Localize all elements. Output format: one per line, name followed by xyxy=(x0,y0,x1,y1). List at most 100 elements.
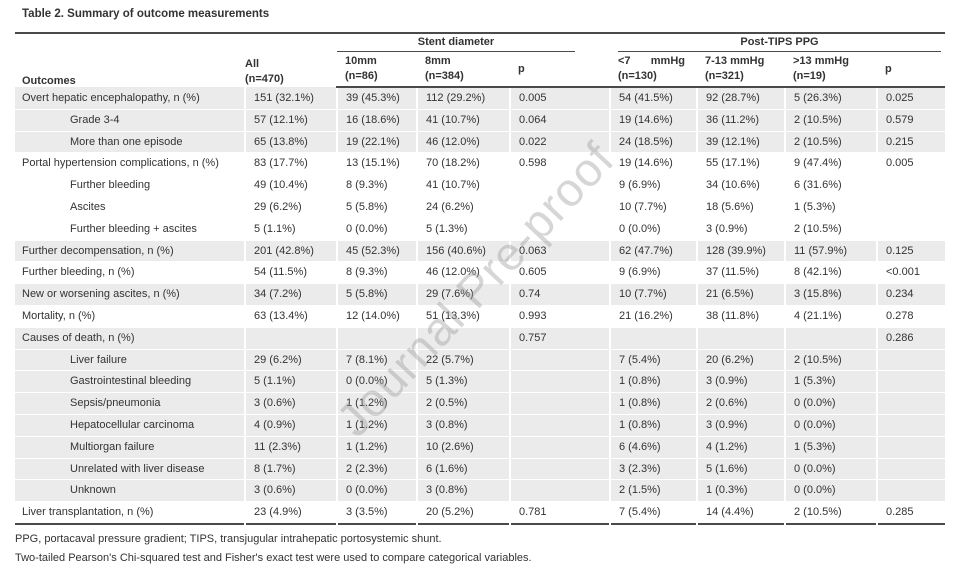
data-cell: 3 (0.6%) xyxy=(244,392,337,415)
data-cell: 0.993 xyxy=(509,305,610,328)
data-cell: 112 (29.2%) xyxy=(416,87,510,110)
data-cell xyxy=(416,327,510,350)
data-cell: 54 (41.5%) xyxy=(609,87,697,110)
table-row: More than one episode 65 (13.8%) 19 (22.1%… xyxy=(15,131,945,154)
data-cell: 51 (13.3%) xyxy=(416,305,510,328)
data-cell: 8 (9.3%) xyxy=(336,261,417,285)
data-cell: 5 (5.8%) xyxy=(336,283,417,306)
data-cell: 0 (0.0%) xyxy=(784,392,877,415)
data-cell: 11 (2.3%) xyxy=(244,436,337,459)
data-cell: 1 (0.3%) xyxy=(696,479,785,503)
row-label: Liver failure xyxy=(15,349,245,372)
data-cell: 5 (1.3%) xyxy=(416,218,510,241)
table-header: Outcomes All (n=470) Stent diameter Post… xyxy=(15,33,945,88)
data-cell: 5 (26.3%) xyxy=(784,87,877,110)
data-cell: 7 (5.4%) xyxy=(609,349,697,372)
data-cell: <0.001 xyxy=(876,261,945,285)
data-cell: 8 (1.7%) xyxy=(244,458,337,481)
data-cell: 22 (5.7%) xyxy=(416,349,510,372)
data-cell xyxy=(876,436,945,459)
data-cell: 0 (0.0%) xyxy=(784,458,877,481)
data-cell: 23 (4.9%) xyxy=(244,501,337,524)
data-cell: 0 (0.0%) xyxy=(336,479,417,503)
group-header-stent-diameter: Stent diameter xyxy=(337,33,610,52)
data-cell xyxy=(876,196,945,219)
row-label: Liver transplantation, n (%) xyxy=(22,506,154,519)
data-cell: 0.278 xyxy=(876,305,945,328)
data-cell xyxy=(509,392,610,415)
data-cell: 34 (10.6%) xyxy=(696,174,785,197)
data-cell: 156 (40.6%) xyxy=(416,240,510,263)
data-cell: 10 (2.6%) xyxy=(416,436,510,459)
data-cell xyxy=(876,458,945,481)
data-cell: 1 (1.2%) xyxy=(336,414,417,437)
row-label: Overt hepatic encephalopathy, n (%) xyxy=(15,87,245,110)
table-row: Liver transplantation, n (%) 23 (4.9%) 3 (… xyxy=(15,501,945,524)
data-cell: 0.215 xyxy=(876,131,945,154)
group-header-row: Outcomes All (n=470) Stent diameter Post… xyxy=(15,33,945,87)
data-cell xyxy=(509,174,610,197)
row-label: Further bleeding xyxy=(15,174,245,197)
data-cell: 0.605 xyxy=(509,261,610,285)
data-cell: 4 (21.1%) xyxy=(784,305,877,328)
data-cell: 3 (0.9%) xyxy=(696,218,785,241)
data-cell: 20 (5.2%) xyxy=(416,501,510,524)
data-cell: 4 (1.2%) xyxy=(696,436,785,459)
data-cell: 0.74 xyxy=(509,283,610,306)
data-cell xyxy=(509,458,610,481)
data-cell: 29 (6.2%) xyxy=(244,349,337,372)
data-cell xyxy=(876,349,945,372)
data-cell: 38 (11.8%) xyxy=(696,305,785,328)
data-cell xyxy=(876,479,945,503)
data-cell: 1 (5.3%) xyxy=(784,196,877,219)
data-cell: 2 (10.5%) xyxy=(784,501,877,524)
data-cell: 2 (0.6%) xyxy=(696,392,785,415)
data-cell: 0.005 xyxy=(876,152,945,176)
data-cell: 3 (3.5%) xyxy=(336,501,417,524)
data-cell: 21 (6.5%) xyxy=(696,283,785,306)
col-header-outcomes: Outcomes xyxy=(22,75,76,87)
data-cell: 0.285 xyxy=(876,501,945,524)
data-cell: 3 (0.8%) xyxy=(416,479,510,503)
row-label: New or worsening ascites, n (%) xyxy=(15,283,245,306)
sub-header-row: 10mm (n=86) 8mm (n=384) p <7 mmHg (n=130… xyxy=(15,52,945,88)
data-cell: 0.598 xyxy=(509,152,610,176)
col-header-10mm: 10mm (n=86) xyxy=(337,52,417,88)
col-header-all: All (n=470) xyxy=(245,33,337,87)
footnote-abbreviations: PPG, portacaval pressure gradient; TIPS,… xyxy=(15,532,442,545)
footnotes: PPG, portacaval pressure gradient; TIPS,… xyxy=(15,530,960,568)
data-cell: 2 (10.5%) xyxy=(784,131,877,154)
table-row: New or worsening ascites, n (%) 34 (7.2%)… xyxy=(15,283,945,306)
data-cell: 54 (11.5%) xyxy=(244,261,337,285)
col-header-ppg-gt13: >13 mmHg (n=19) xyxy=(785,52,877,88)
row-label: Sepsis/pneumonia xyxy=(15,392,245,415)
col-header-p-ppg: p xyxy=(877,52,945,88)
table-row: Further bleeding 49 (10.4%) 8 (9.3%) 41 (10… xyxy=(15,174,945,197)
data-cell: 8 (9.3%) xyxy=(336,174,417,197)
data-cell: 20 (6.2%) xyxy=(696,349,785,372)
data-cell: 14 (4.4%) xyxy=(696,501,785,524)
data-cell xyxy=(244,327,337,350)
data-cell: 11 (57.9%) xyxy=(784,240,877,263)
data-cell: 1 (1.2%) xyxy=(336,436,417,459)
data-cell: 5 (5.8%) xyxy=(336,196,417,219)
data-cell: 92 (28.7%) xyxy=(696,87,785,110)
data-cell: 1 (5.3%) xyxy=(784,370,877,394)
table-row: Sepsis/pneumonia 3 (0.6%) 1 (1.2%) 2 (0.5%)… xyxy=(15,392,945,415)
data-cell: 39 (12.1%) xyxy=(696,131,785,154)
data-cell xyxy=(876,414,945,437)
data-cell xyxy=(696,327,785,350)
data-cell: 49 (10.4%) xyxy=(244,174,337,197)
data-cell xyxy=(876,218,945,241)
row-label: Unrelated with liver disease xyxy=(15,458,245,481)
data-cell: 0.063 xyxy=(509,240,610,263)
data-cell: 21 (16.2%) xyxy=(609,305,697,328)
data-cell: 0 (0.0%) xyxy=(609,218,697,241)
data-cell: 6 (1.6%) xyxy=(416,458,510,481)
row-label: Further bleeding + ascites xyxy=(15,218,245,241)
data-cell: 2 (0.5%) xyxy=(416,392,510,415)
table-row: Further decompensation, n (%) 201 (42.8%)… xyxy=(15,240,945,263)
col-header-all-line1: All xyxy=(245,58,260,70)
footnote-statistics: Two-tailed Pearson's Chi-squared test an… xyxy=(15,551,532,564)
data-cell: 6 (31.6%) xyxy=(784,174,877,197)
